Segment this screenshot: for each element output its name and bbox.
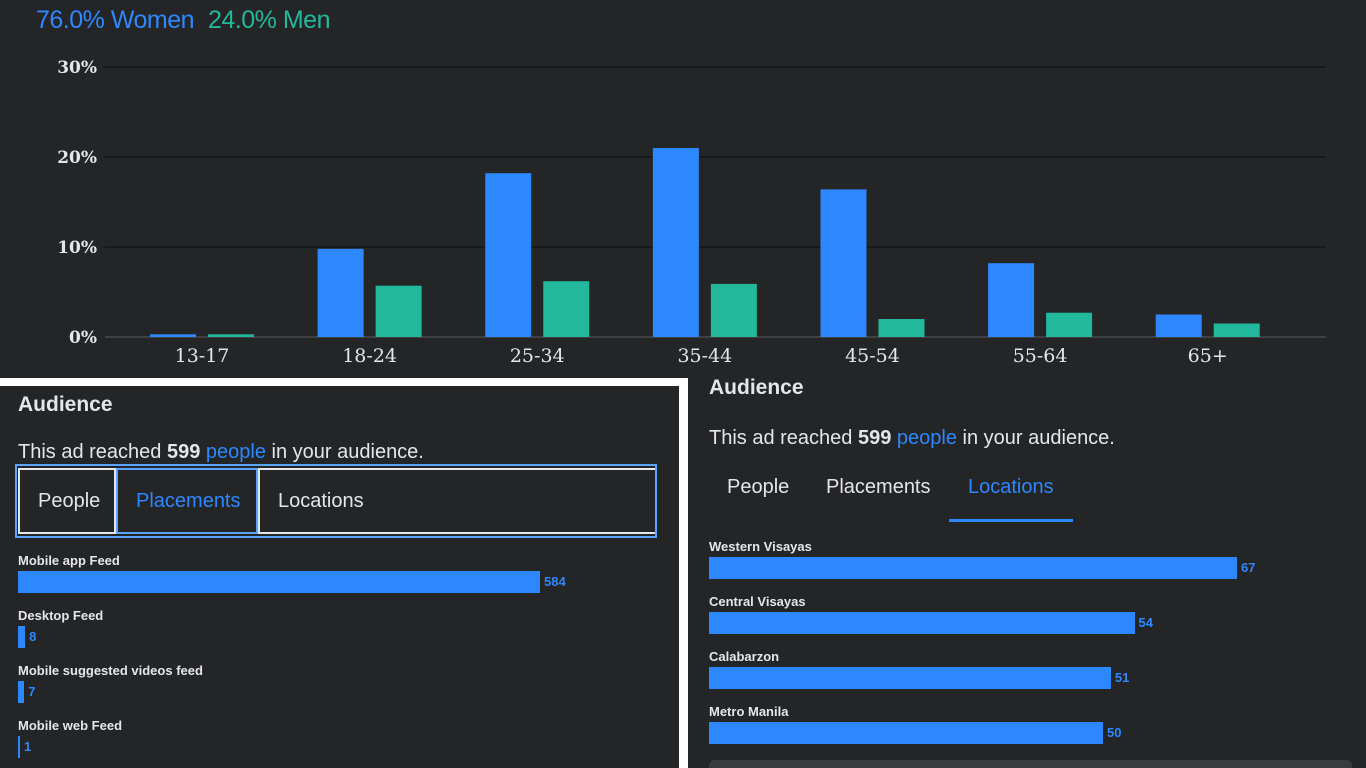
bar — [709, 557, 1237, 579]
bar-men — [543, 281, 590, 337]
people-link[interactable]: people — [896, 427, 957, 449]
active-tab-indicator — [949, 519, 1073, 522]
bar-value-label: 1 — [24, 739, 32, 754]
bar-men — [710, 283, 757, 337]
tab-people[interactable]: People — [18, 468, 116, 534]
bar-men — [1213, 323, 1260, 337]
bar-category-label: Metro Manila — [709, 704, 789, 719]
tab-placements[interactable]: Placements — [826, 476, 931, 498]
gender-legend: 76.0% Women 24.0% Men — [36, 6, 330, 35]
bar-value-label: 7 — [28, 684, 36, 699]
x-tick-label: 35-44 — [677, 345, 732, 367]
x-tick-label: 25-34 — [510, 345, 565, 367]
bar-women — [150, 334, 196, 337]
legend-women: 76.0% Women — [36, 6, 195, 34]
bar-category-label: Western Visayas — [709, 539, 812, 554]
audience-tabs: People Placements Locations — [15, 464, 657, 538]
x-tick-label: 18-24 — [342, 345, 397, 367]
audience-title: Audience — [709, 378, 804, 399]
age-gender-panel: 76.0% Women 24.0% Men 0% 10% 20% 30% 13-17 18-… — [0, 0, 1366, 378]
bar — [18, 571, 540, 593]
bar-category-label: Central Visayas — [709, 594, 806, 609]
tab-locations[interactable]: Locations — [968, 476, 1054, 498]
bar-value-label: 54 — [1138, 615, 1154, 630]
bar-women — [820, 189, 867, 337]
x-tick-label: 55-64 — [1013, 345, 1068, 367]
y-tick-label: 0% — [69, 328, 97, 348]
bar-men — [208, 334, 254, 337]
bar-value-label: 67 — [1241, 560, 1256, 575]
bar-value-label: 51 — [1114, 670, 1130, 685]
bar-men — [1046, 312, 1093, 337]
y-tick-label: 30% — [57, 58, 97, 78]
bar-value-label: 584 — [544, 574, 566, 589]
bar — [709, 612, 1135, 634]
placements-panel: Audience This ad reached 599 people in y… — [0, 386, 679, 768]
bar-category-label: Mobile suggested videos feed — [18, 663, 203, 678]
reach-text: This ad reached 599 people in your audie… — [709, 427, 1115, 449]
bar — [709, 667, 1111, 689]
x-tick-label: 45-54 — [845, 345, 900, 367]
bar-value-label: 8 — [29, 629, 37, 644]
locations-panel: Audience This ad reached 599 people in y… — [688, 378, 1366, 768]
tab-people[interactable]: People — [727, 476, 790, 498]
bar — [709, 722, 1104, 744]
bar — [18, 626, 26, 648]
bar-men — [878, 319, 925, 337]
audience-title: Audience — [18, 393, 113, 416]
tab-locations[interactable]: Locations — [258, 468, 655, 534]
bar-women — [1155, 314, 1202, 337]
tab-placements[interactable]: Placements — [116, 468, 258, 534]
age-gender-chart: 0% 10% 20% 30% 13-17 18-24 25-34 35-44 45-54 55-6… — [57, 58, 1326, 367]
bar-value-label: 50 — [1107, 725, 1122, 740]
bar-category-label: Calabarzon — [709, 649, 780, 664]
x-tick-label: 13-17 — [175, 345, 230, 367]
footer-strip — [709, 760, 1352, 768]
bar-women — [317, 248, 364, 337]
y-tick-label: 10% — [57, 238, 97, 258]
bar-category-label: Mobile app Feed — [18, 553, 120, 568]
y-tick-label: 20% — [57, 148, 97, 168]
bar-category-label: Mobile web Feed — [18, 718, 123, 733]
bar-women — [485, 173, 532, 337]
people-link[interactable]: people — [205, 441, 266, 463]
bar-men — [375, 285, 422, 337]
bar-category-label: Desktop Feed — [18, 608, 104, 623]
x-tick-label: 65+ — [1188, 345, 1228, 367]
bar-women — [652, 148, 699, 337]
bar — [18, 736, 20, 758]
reach-text: This ad reached 599 people in your audie… — [18, 441, 424, 463]
bar-women — [988, 263, 1035, 337]
legend-men: 24.0% Men — [208, 6, 330, 34]
bar — [18, 681, 25, 703]
